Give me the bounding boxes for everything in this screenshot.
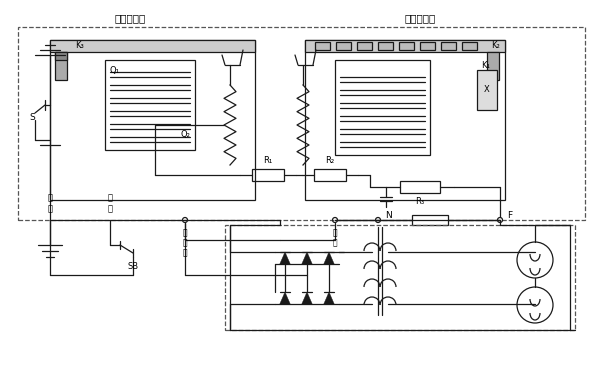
Text: Q₁: Q₁ — [110, 66, 120, 75]
Bar — [487, 52, 499, 80]
Polygon shape — [302, 292, 312, 304]
Bar — [420, 42, 435, 50]
Text: SB: SB — [127, 262, 139, 271]
Text: X: X — [484, 86, 490, 94]
Text: R₃: R₃ — [415, 197, 425, 206]
Bar — [335, 60, 430, 155]
Text: F: F — [507, 210, 512, 219]
Bar — [477, 70, 497, 110]
Polygon shape — [324, 252, 334, 264]
Text: 電壓調節器: 電壓調節器 — [404, 13, 436, 23]
Bar — [305, 40, 505, 52]
Bar — [400, 181, 440, 193]
Text: K₁: K₁ — [481, 60, 490, 69]
Bar — [315, 42, 330, 50]
Text: K₃: K₃ — [75, 40, 84, 50]
Text: 電
池: 電 池 — [47, 194, 53, 213]
Bar — [462, 42, 477, 50]
Bar — [441, 42, 456, 50]
Text: 按
鈕: 按 鈕 — [107, 194, 113, 213]
Text: R₁: R₁ — [263, 156, 272, 165]
Text: K₂: K₂ — [491, 40, 500, 50]
Text: 中
性
點: 中 性 點 — [182, 228, 187, 258]
Bar — [50, 40, 255, 52]
Polygon shape — [302, 252, 312, 264]
Bar — [305, 40, 505, 200]
Bar — [378, 42, 393, 50]
Polygon shape — [280, 292, 290, 304]
Bar — [18, 27, 585, 220]
Text: S: S — [29, 112, 35, 122]
Bar — [55, 52, 67, 60]
Text: 磁
場: 磁 場 — [332, 228, 337, 248]
Polygon shape — [280, 252, 290, 264]
Text: 磁場繼電器: 磁場繼電器 — [115, 13, 146, 23]
Bar — [105, 60, 195, 150]
Bar — [50, 40, 255, 200]
Text: Q₂: Q₂ — [180, 130, 190, 140]
Bar — [55, 52, 67, 80]
Bar — [399, 42, 414, 50]
Bar — [252, 169, 284, 181]
Polygon shape — [324, 292, 334, 304]
Bar — [336, 42, 351, 50]
Bar — [225, 225, 575, 330]
Text: R₂: R₂ — [325, 156, 335, 165]
Bar — [412, 215, 448, 225]
Text: N: N — [385, 210, 392, 219]
Bar — [357, 42, 372, 50]
Bar — [314, 169, 346, 181]
